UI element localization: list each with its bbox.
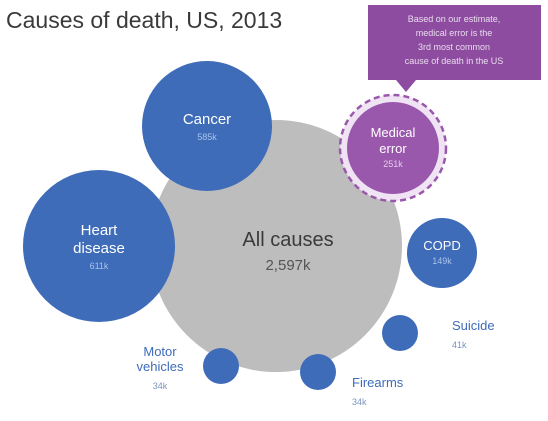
callout-line: medical error is the — [416, 28, 493, 38]
chart-title: Causes of death, US, 2013 — [6, 7, 282, 33]
bubble-value-motor-vehicles: 34k — [153, 381, 168, 391]
bubble-firearms — [300, 354, 336, 390]
bubble-label-firearms: Firearms — [352, 375, 404, 390]
bubble-label-medical-error: Medical — [371, 125, 416, 140]
bubble-label-motor-vehicles: Motor — [143, 344, 177, 359]
bubble-cancer — [142, 61, 272, 191]
bubble-label-heart-disease: disease — [73, 240, 125, 257]
callout-pointer — [396, 80, 416, 92]
bubble-value-firearms: 34k — [352, 397, 367, 407]
bubble-label-cancer: Cancer — [183, 111, 231, 128]
bubble-value-all-causes: 2,597k — [265, 257, 311, 274]
bubble-value-copd: 149k — [432, 256, 452, 266]
bubble-value-cancer: 585k — [197, 132, 217, 142]
bubble-copd — [407, 218, 477, 288]
callout-line: Based on our estimate, — [408, 14, 501, 24]
bubble-heart-disease — [23, 170, 175, 322]
bubble-value-heart-disease: 611k — [90, 261, 109, 271]
bubble-value-medical-error: 251k — [383, 159, 403, 169]
bubble-value-suicide: 41k — [452, 340, 467, 350]
callout-box: Based on our estimate, medical error is … — [368, 5, 541, 92]
bubble-motor-vehicles — [203, 348, 239, 384]
bubble-label-all-causes: All causes — [242, 229, 333, 251]
bubble-medical-error — [347, 102, 439, 194]
callout-line: 3rd most common — [418, 42, 490, 52]
bubble-label-medical-error: error — [379, 141, 407, 156]
callout-background — [368, 5, 541, 80]
bubble-label-suicide: Suicide — [452, 318, 495, 333]
bubble-label-motor-vehicles: vehicles — [137, 359, 184, 374]
bubble-suicide — [382, 315, 418, 351]
bubble-label-heart-disease: Heart — [81, 222, 119, 239]
bubble-label-copd: COPD — [423, 238, 461, 253]
callout-line: cause of death in the US — [405, 56, 504, 66]
